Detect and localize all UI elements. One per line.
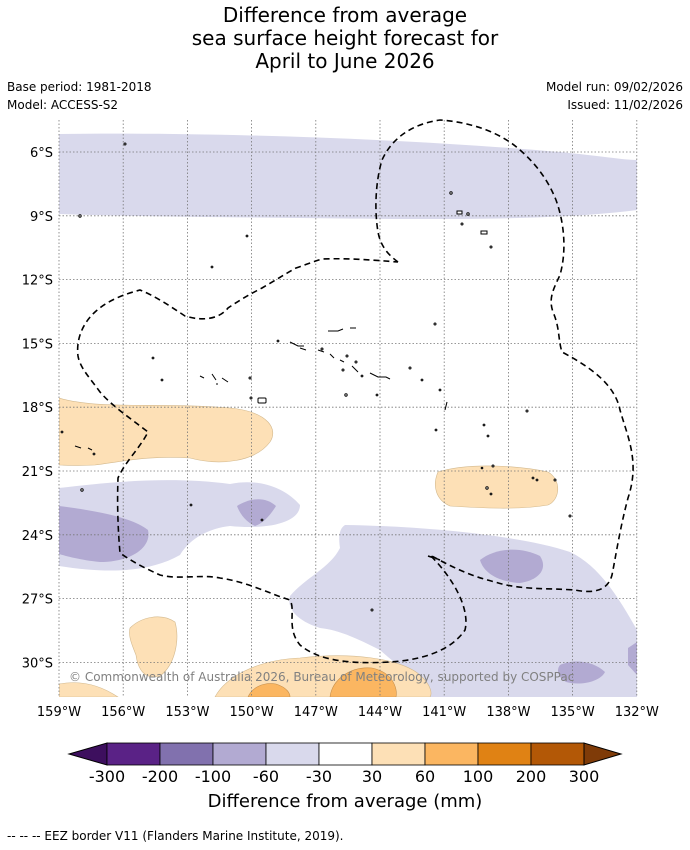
lat-label: 9°S <box>30 210 53 225</box>
colorbar-extend-low <box>67 742 108 766</box>
lat-label: 24°S <box>22 529 53 544</box>
lon-label: 150°W <box>230 705 274 720</box>
colorbar-tick-label: -300 <box>89 767 125 786</box>
pos-region-east <box>435 465 559 509</box>
lat-label: 18°S <box>22 401 53 416</box>
colorbar-bin <box>424 742 479 766</box>
neg-region-southeast <box>289 525 637 697</box>
colorbar-bin <box>318 742 373 766</box>
lon-labels: 159°W 156°W 153°W 150°W 147°W 144°W 141°W 138°W… <box>37 705 659 720</box>
lon-label: 141°W <box>422 705 466 720</box>
lon-label: 153°W <box>165 705 209 720</box>
lat-label: 21°S <box>22 465 53 480</box>
lat-label: 15°S <box>22 337 53 352</box>
title-line-1: Difference from average <box>222 3 468 27</box>
colorbar-title: Difference from average (mm) <box>207 791 483 812</box>
lat-label: 27°S <box>22 593 53 608</box>
colorbar-bin <box>371 742 426 766</box>
colorbar-tick-label: -60 <box>253 767 279 786</box>
meta-left: Base period: 1981-2018 Model: ACCESS-S2 <box>7 78 152 114</box>
model-label: Model: ACCESS-S2 <box>7 98 119 112</box>
neg-patch-east <box>480 549 544 583</box>
eez-border-segment <box>427 555 441 561</box>
map-title: Difference from average sea surface heig… <box>0 4 690 73</box>
pos-region-west <box>59 397 274 466</box>
neg-patch-central <box>237 499 276 526</box>
copyright-text: © Commonwealth of Australia 2026, Bureau… <box>69 670 574 684</box>
lon-label: 156°W <box>101 705 145 720</box>
colorbar-bin <box>265 742 320 766</box>
pos-region-south-strip <box>59 682 119 697</box>
colorbar-tick-label: 200 <box>516 767 547 786</box>
lon-label: 138°W <box>486 705 530 720</box>
colorbar-bin <box>477 742 532 766</box>
lat-label: 12°S <box>22 274 53 289</box>
eez-borders <box>76 119 634 664</box>
colorbar <box>67 742 623 766</box>
lat-label: 30°S <box>22 656 53 671</box>
gridlines <box>58 120 638 697</box>
colorbar-bin <box>530 742 585 766</box>
islands <box>60 142 572 612</box>
colorbar-tick-label: -200 <box>142 767 178 786</box>
colorbar-tick-label: 60 <box>415 767 435 786</box>
neg-patch-west <box>59 506 149 562</box>
lat-label: 6°S <box>30 146 53 161</box>
pos-patch-60-a <box>329 667 397 697</box>
issued-label: Issued: 11/02/2026 <box>567 98 683 112</box>
colorbar-bin <box>106 742 161 766</box>
colorbar-tick-label: -100 <box>195 767 231 786</box>
colorbar-extend-high <box>583 742 623 766</box>
pos-region-south-small <box>129 616 178 678</box>
pos-patch-60-b <box>247 683 291 697</box>
eez-border-french-polynesia <box>76 119 634 664</box>
meta-right: Model run: 09/02/2026 Issued: 11/02/2026 <box>546 78 683 114</box>
footnote: -- -- -- EEZ border V11 (Flanders Marine… <box>7 829 344 843</box>
colorbar-bin <box>159 742 214 766</box>
colorbar-tick-label: 300 <box>569 767 600 786</box>
colorbar-tick-label: -30 <box>306 767 332 786</box>
anomaly-fields <box>59 133 637 697</box>
lat-labels: 6°S 9°S 12°S 15°S 18°S 21°S 24°S 27°S 30°S <box>22 146 53 671</box>
neg-band-north <box>59 133 637 220</box>
neg-patch-far-east <box>558 661 605 684</box>
lon-label: 135°W <box>551 705 595 720</box>
neg-patch-edge <box>628 642 637 675</box>
colorbar-tick-label: 100 <box>463 767 494 786</box>
base-period-label: Base period: 1981-2018 <box>7 80 152 94</box>
lon-label: 159°W <box>37 705 81 720</box>
colorbar-bin <box>212 742 267 766</box>
colorbar-tick-label: 30 <box>362 767 382 786</box>
lon-label: 144°W <box>358 705 402 720</box>
title-line-2: sea surface height forecast for <box>191 26 499 50</box>
model-run-label: Model run: 09/02/2026 <box>545 80 683 94</box>
lon-label: 132°W <box>615 705 659 720</box>
lon-label: 147°W <box>294 705 338 720</box>
title-line-3: April to June 2026 <box>255 49 435 73</box>
colorbar-tick-labels: -300 -200 -100 -60 -30 30 60 100 200 300 <box>89 767 599 786</box>
